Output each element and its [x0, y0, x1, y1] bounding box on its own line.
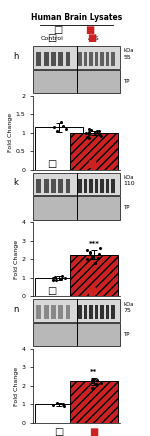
- Bar: [89, 52, 93, 66]
- Bar: [51, 52, 56, 66]
- Bar: [106, 179, 109, 193]
- Bar: [35, 405, 83, 423]
- Bar: [33, 70, 120, 93]
- Text: kDa: kDa: [123, 175, 134, 180]
- Bar: [58, 52, 63, 66]
- Bar: [35, 278, 83, 296]
- Bar: [100, 179, 104, 193]
- Bar: [33, 299, 120, 322]
- Y-axis label: Fold Change: Fold Change: [14, 366, 19, 405]
- Bar: [36, 305, 41, 320]
- Bar: [84, 52, 87, 66]
- Bar: [51, 179, 56, 193]
- Text: Human Brain Lysates: Human Brain Lysates: [31, 13, 122, 22]
- Text: TP: TP: [123, 79, 130, 84]
- Text: ■: ■: [89, 427, 99, 436]
- Bar: [33, 173, 120, 195]
- Bar: [111, 52, 115, 66]
- Bar: [51, 305, 56, 320]
- Text: k: k: [13, 178, 18, 187]
- Text: ALS: ALS: [88, 36, 100, 41]
- Bar: [100, 52, 104, 66]
- Text: Control: Control: [41, 36, 64, 41]
- Bar: [78, 52, 82, 66]
- Text: □: □: [48, 286, 57, 296]
- Bar: [58, 179, 63, 193]
- Text: □: □: [53, 25, 62, 35]
- Bar: [111, 305, 115, 320]
- Bar: [70, 382, 118, 423]
- Text: ■: ■: [88, 159, 97, 169]
- Bar: [33, 323, 120, 346]
- Bar: [44, 305, 49, 320]
- Bar: [89, 305, 93, 320]
- Text: 110: 110: [123, 181, 135, 187]
- Bar: [84, 179, 87, 193]
- Bar: [33, 46, 120, 69]
- Bar: [111, 179, 115, 193]
- Bar: [35, 127, 83, 170]
- Text: □: □: [48, 33, 57, 43]
- Text: □: □: [48, 159, 57, 169]
- Bar: [36, 179, 41, 193]
- Text: ■: ■: [88, 286, 97, 296]
- Bar: [66, 52, 70, 66]
- Bar: [95, 305, 98, 320]
- Bar: [78, 305, 82, 320]
- Bar: [70, 133, 118, 170]
- Text: h: h: [13, 52, 18, 61]
- Text: TP: TP: [123, 205, 130, 211]
- Text: 55: 55: [123, 55, 131, 60]
- Text: kDa: kDa: [123, 302, 134, 307]
- Text: ***: ***: [88, 241, 99, 247]
- Y-axis label: Fold Change: Fold Change: [8, 113, 13, 153]
- Bar: [84, 305, 87, 320]
- Text: n: n: [13, 305, 18, 314]
- Text: TP: TP: [123, 332, 130, 337]
- Bar: [66, 179, 70, 193]
- Bar: [58, 305, 63, 320]
- Text: kDa: kDa: [123, 48, 134, 54]
- Bar: [44, 52, 49, 66]
- Bar: [78, 179, 82, 193]
- Y-axis label: Fold Change: Fold Change: [14, 240, 19, 279]
- Bar: [89, 179, 93, 193]
- Bar: [36, 52, 41, 66]
- Text: ■: ■: [85, 25, 94, 35]
- Bar: [106, 52, 109, 66]
- Bar: [95, 179, 98, 193]
- Text: **: **: [90, 369, 98, 375]
- Bar: [95, 52, 98, 66]
- Bar: [44, 179, 49, 193]
- Bar: [70, 255, 118, 296]
- Bar: [33, 196, 120, 220]
- Bar: [106, 305, 109, 320]
- Text: ■: ■: [88, 33, 97, 43]
- Bar: [66, 305, 70, 320]
- Bar: [100, 305, 104, 320]
- Text: 75: 75: [123, 308, 131, 313]
- Text: □: □: [54, 427, 64, 436]
